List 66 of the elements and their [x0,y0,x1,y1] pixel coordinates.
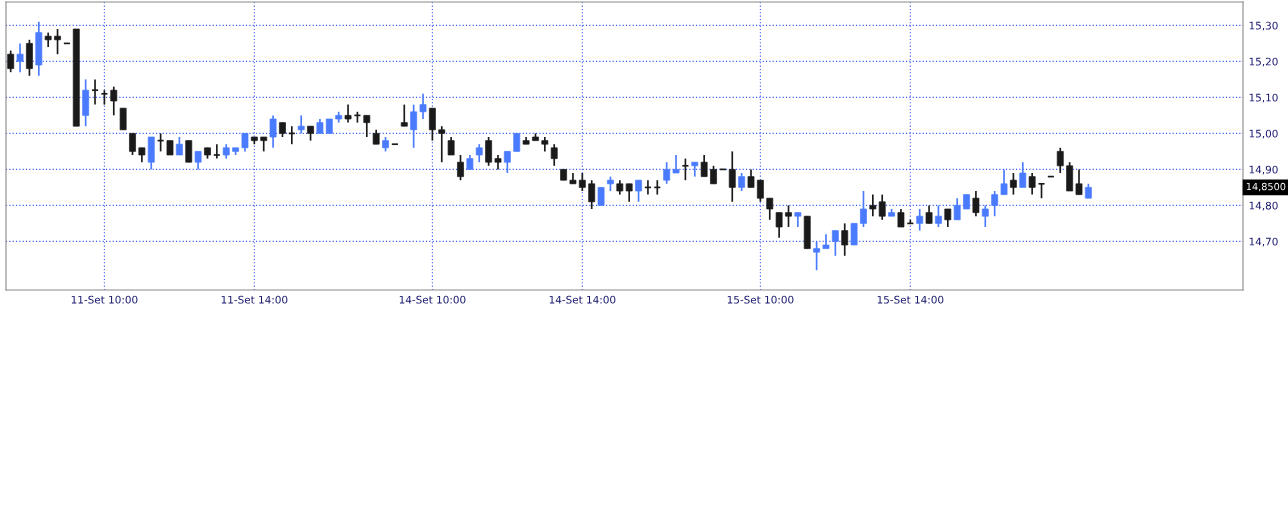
candlestick [438,125,446,164]
candlestick [54,28,61,56]
candlestick [831,229,839,257]
candlestick [766,197,774,221]
candlestick [691,161,699,178]
candlestick [635,179,642,203]
x-tick-label: 11-Set 14:00 [221,295,288,304]
candlestick [878,193,886,221]
candlestick [485,136,493,167]
candlestick [700,154,708,178]
y-tick-label: 15,10 [1249,93,1278,103]
candlestick [7,49,15,74]
candlestick [1019,161,1027,189]
x-tick-label: 14-Set 10:00 [399,295,466,304]
candlestick [91,78,99,106]
candlestick [110,85,118,117]
candlestick [935,204,942,228]
candlestick [410,103,418,149]
candlestick [503,150,511,174]
candlestick [916,208,924,232]
candlestick [953,197,961,221]
text: 14,8500 [1246,182,1286,192]
candlestick [119,107,127,131]
y-tick-label: 14,80 [1249,201,1278,211]
candlestick [588,179,596,210]
candlestick [550,143,558,167]
x-tick-label: 15-Set 10:00 [727,295,794,304]
candlestick [1000,168,1008,196]
candlestick [841,222,849,257]
candlestick [1028,172,1036,196]
candlestick [728,150,736,203]
candlestick [1056,146,1064,174]
candlestick [185,139,193,164]
x-tick-label: 14-Set 14:00 [549,295,616,304]
candlestick [1075,168,1083,196]
candlestick [775,211,783,239]
candlestick [860,190,867,228]
x-tick-label: 11-Set 10:00 [71,295,138,304]
candlestick [400,103,408,128]
candlestick [681,157,690,182]
candlestick [785,204,792,228]
candlestick [672,154,680,174]
candlestick [428,107,436,142]
y-tick-label: 14,70 [1249,237,1278,247]
x-tick-label: 15-Set 14:00 [877,295,944,304]
candlestick [212,143,221,160]
candlestick [363,114,371,138]
y-tick-label: 15,30 [1249,21,1278,31]
candlestick [269,114,277,149]
candlestick [419,92,427,120]
candlestick [972,190,980,218]
candlestick [457,154,464,182]
candlestick [813,240,821,272]
y-tick-label: 15,20 [1249,57,1278,67]
y-tick-label: 15,00 [1249,129,1278,139]
candlestick [869,193,877,218]
candlestick [756,179,764,203]
candlestick [663,161,671,185]
candlestick [297,114,305,135]
candlestick [129,132,136,156]
y-tick-label: 14,90 [1249,165,1278,175]
candlestick [16,42,24,74]
candlestick [981,204,989,228]
candlestick [1010,172,1017,196]
candlestick [850,222,858,246]
candlestick [991,190,999,218]
